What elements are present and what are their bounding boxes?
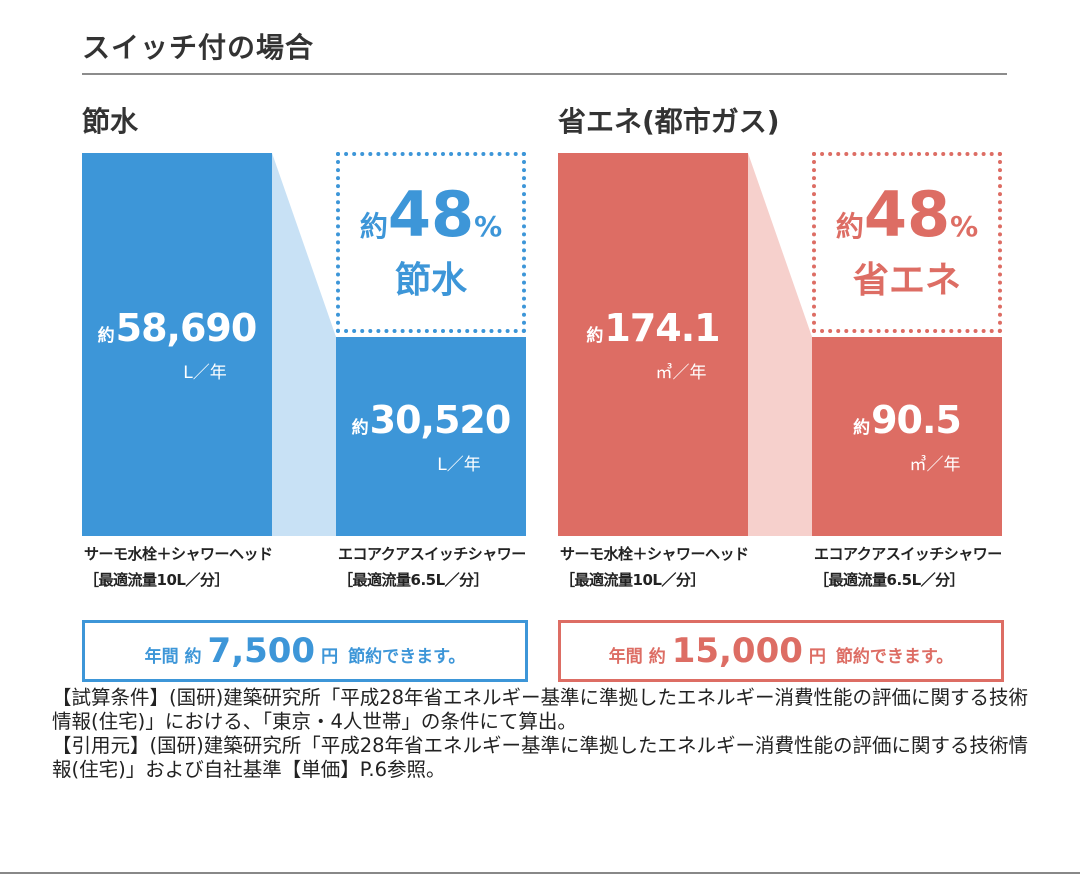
connector-shape — [272, 153, 336, 536]
reduction-prefix: 約 — [835, 210, 864, 244]
category-name: サーモ水栓＋シャワーヘッド — [84, 545, 273, 563]
category-sublabel: ［最適流量6.5L／分］ — [814, 571, 965, 589]
percent-sign: % — [474, 210, 503, 244]
summary-suffix: 節約できます。 — [348, 647, 466, 667]
value-prefix: 約 — [351, 417, 369, 438]
summary-yen: 円 — [808, 647, 826, 667]
bar-connector — [748, 153, 812, 536]
reduction-callout: 約48% 省エネ — [812, 152, 1002, 333]
category-name: エコアクアスイッチシャワー — [338, 545, 526, 563]
footnote: 【試算条件】(国研)建築研究所「平成28年省エネルギー基準に準拠したエネルギー消… — [52, 686, 1037, 782]
reduction-percent: 約48% — [836, 182, 978, 260]
category-label: エコアクアスイッチシャワー ［最適流量6.5L／分］ — [814, 541, 1002, 593]
chart-title: 省エネ(都市ガス) — [558, 105, 780, 138]
calc-conditions-note: 【試算条件】(国研)建築研究所「平成28年省エネルギー基準に準拠したエネルギー消… — [52, 686, 1029, 733]
bar-value-label: 約58,690 — [97, 306, 258, 358]
category-sublabel: ［最適流量10L／分］ — [84, 571, 229, 589]
bottom-divider — [0, 872, 1080, 874]
category-name: エコアクアスイッチシャワー — [814, 545, 1002, 563]
summary-suffix: 節約できます。 — [835, 647, 954, 667]
bar-connector — [272, 153, 336, 536]
reduction-word: 節水 — [394, 260, 467, 302]
savings-summary: 年間 約 15,000 円節約できます。 — [558, 620, 1004, 682]
reduction-prefix: 約 — [359, 210, 388, 244]
value-number: 30,520 — [369, 397, 512, 442]
chart-title: 節水 — [82, 105, 139, 138]
reduction-callout: 約48% 節水 — [336, 152, 526, 333]
connector-shape — [748, 153, 812, 536]
summary-amount: 15,000 — [671, 631, 803, 671]
category-label: サーモ水栓＋シャワーヘッド ［最適流量10L／分］ — [84, 541, 273, 593]
value-prefix: 約 — [97, 326, 115, 346]
section-title: スイッチ付の場合 — [82, 31, 315, 64]
summary-yen: 円 — [321, 647, 339, 667]
category-label: エコアクアスイッチシャワー ［最適流量6.5L／分］ — [338, 541, 526, 593]
bar-unit-label: ㎥／年 — [909, 454, 961, 475]
bar-after: 約30,520 L／年 — [336, 336, 526, 536]
category-label: サーモ水栓＋シャワーヘッド ［最適流量10L／分］ — [560, 541, 749, 593]
bar-unit-label: ㎥／年 — [655, 363, 707, 383]
percent-sign: % — [950, 210, 979, 244]
value-prefix: 約 — [853, 417, 870, 438]
summary-prefix: 年間 約 — [608, 647, 666, 667]
summary-prefix: 年間 約 — [144, 647, 202, 667]
value-number: 90.5 — [871, 397, 962, 442]
category-sublabel: ［最適流量10L／分］ — [560, 571, 705, 589]
reduction-percent: 約48% — [360, 182, 502, 260]
bar-unit-label: L／年 — [437, 454, 481, 475]
title-divider — [82, 73, 1007, 75]
reduction-word: 省エネ — [852, 260, 961, 302]
bar-value-label: 約174.1 — [586, 306, 720, 358]
bar-unit-label: L／年 — [183, 363, 227, 383]
reduction-number: 48 — [863, 178, 951, 252]
bar-before: 約58,690 L／年 — [82, 153, 272, 536]
value-number: 58,690 — [115, 306, 258, 350]
value-prefix: 約 — [586, 326, 603, 346]
value-number: 174.1 — [604, 306, 720, 350]
bar-value-label: 約90.5 — [853, 397, 962, 450]
category-name: サーモ水栓＋シャワーヘッド — [560, 545, 749, 563]
summary-amount: 7,500 — [207, 631, 316, 671]
category-sublabel: ［最適流量6.5L／分］ — [338, 571, 489, 589]
citation-note: 【引用元】(国研)建築研究所「平成28年省エネルギー基準に準拠したエネルギー消費… — [52, 734, 1029, 781]
bar-value-label: 約30,520 — [351, 397, 512, 450]
reduction-number: 48 — [387, 178, 475, 252]
savings-summary: 年間 約 7,500 円節約できます。 — [82, 620, 528, 682]
bar-before: 約174.1 ㎥／年 — [558, 153, 748, 536]
bar-after: 約90.5 ㎥／年 — [812, 336, 1002, 536]
